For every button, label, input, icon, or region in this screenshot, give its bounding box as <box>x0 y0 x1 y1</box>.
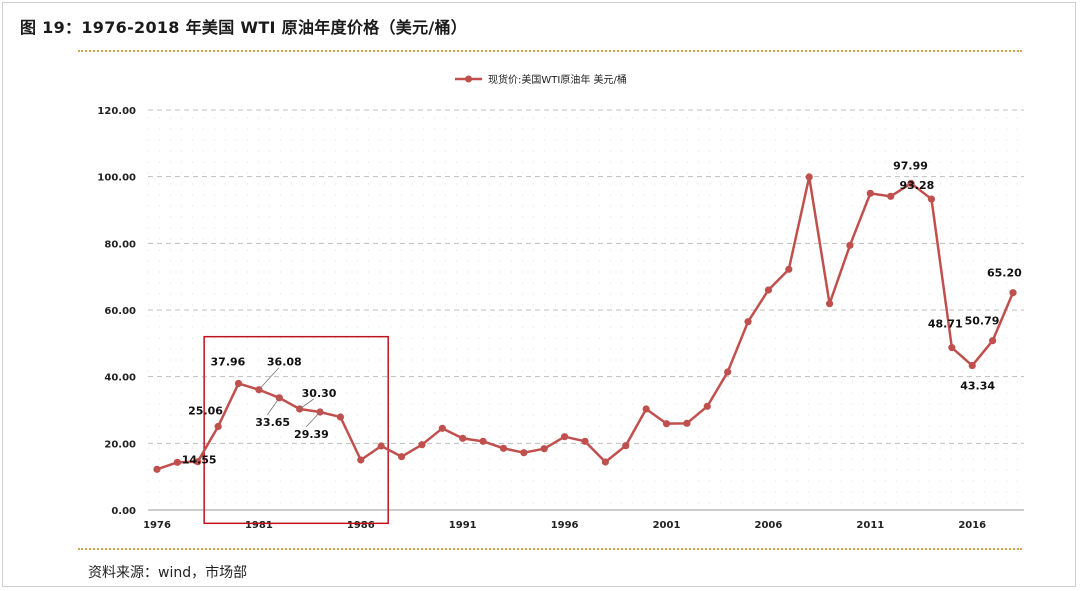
data-point <box>887 192 895 200</box>
highlight-box <box>203 335 389 525</box>
data-label: 43.34 <box>960 380 995 393</box>
x-tick-label: 1976 <box>143 520 171 531</box>
data-point <box>601 458 609 466</box>
data-label: 97.99 <box>893 159 928 172</box>
data-point <box>683 419 691 427</box>
data-point <box>459 434 467 442</box>
data-point <box>581 437 589 445</box>
plot-area-dots <box>148 117 1024 504</box>
data-point <box>418 441 426 449</box>
y-tick-label: 100.00 <box>97 173 136 184</box>
data-point <box>866 189 874 197</box>
legend: 现货价:美国WTI原油年 美元/桶 <box>455 73 627 86</box>
x-tick-label: 1981 <box>245 520 273 531</box>
data-point <box>948 344 956 352</box>
data-point <box>336 413 345 421</box>
data-point <box>520 449 528 457</box>
top-rule <box>78 50 1022 52</box>
data-point <box>153 465 161 473</box>
x-tick-label: 1996 <box>551 520 579 531</box>
data-label: 25.06 <box>188 404 223 417</box>
data-point <box>194 458 202 466</box>
legend-label: 现货价:美国WTI原油年 美元/桶 <box>488 73 627 86</box>
data-label: 14.55 <box>182 454 217 467</box>
data-point <box>377 442 385 450</box>
x-tick-label: 1991 <box>449 520 477 531</box>
data-point <box>724 368 732 376</box>
data-label-leader <box>305 411 321 428</box>
data-label: 37.96 <box>211 355 246 368</box>
data-label-leader <box>266 397 280 416</box>
data-point <box>825 300 834 308</box>
y-gridlines <box>148 109 1024 511</box>
data-point <box>642 405 650 413</box>
x-tick-label: 2006 <box>755 520 783 531</box>
legend-marker <box>465 75 472 83</box>
data-point <box>785 265 793 273</box>
data-point <box>357 456 365 464</box>
data-point <box>397 453 406 461</box>
data-label: 36.08 <box>267 356 302 369</box>
x-axis-ticks: 1976 1981 1986 1991 1996 2001 2006 2011 2016 <box>143 520 986 531</box>
data-label: 30.30 <box>302 387 337 400</box>
y-tick-label: 80.00 <box>104 239 136 250</box>
y-tick-label: 60.00 <box>104 306 136 317</box>
data-label: 93.28 <box>899 179 934 192</box>
data-point <box>561 433 569 441</box>
figure-source: 资料来源：wind，市场部 <box>88 565 248 581</box>
data-point <box>927 195 936 203</box>
data-point <box>703 402 711 410</box>
x-tick-label: 2001 <box>653 520 681 531</box>
data-point <box>764 286 773 294</box>
data-label: 48.71 <box>928 318 963 331</box>
data-point <box>499 444 508 452</box>
x-tick-label: 1986 <box>347 520 375 531</box>
y-axis-ticks: 0.00 20.00 40.00 60.00 80.00 100.00 120.00 <box>97 106 136 517</box>
data-point <box>907 179 915 187</box>
data-label: 29.39 <box>294 428 329 441</box>
data-point <box>989 337 997 345</box>
y-tick-label: 120.00 <box>97 106 136 117</box>
y-tick-label: 0.00 <box>111 506 136 517</box>
data-point <box>214 422 222 431</box>
data-point <box>622 442 630 450</box>
bottom-rule <box>78 548 1022 550</box>
data-point <box>173 458 181 466</box>
data-label: 50.79 <box>965 315 1000 328</box>
x-tick-label: 2016 <box>958 520 986 531</box>
y-tick-label: 40.00 <box>104 373 136 384</box>
data-point <box>846 241 854 249</box>
data-point <box>479 437 487 445</box>
y-tick-label: 20.00 <box>104 439 136 450</box>
x-tick-label: 2011 <box>856 520 884 531</box>
data-point <box>805 173 813 181</box>
data-point <box>1009 289 1017 297</box>
data-point <box>438 424 446 432</box>
data-label: 33.65 <box>255 416 290 429</box>
data-point <box>234 379 243 388</box>
data-label-leader <box>258 367 280 391</box>
data-point <box>540 445 548 453</box>
data-label-leader <box>299 398 314 410</box>
data-label: 65.20 <box>987 267 1022 280</box>
data-point <box>662 420 671 428</box>
data-point <box>968 361 976 370</box>
data-point <box>744 318 752 326</box>
figure-title: 图 19：1976-2018 年美国 WTI 原油年度价格（美元/桶） <box>20 18 468 37</box>
data-labels: 14.55 25.06 37.96 36.08 33.65 30.30 29.39 97.99… <box>182 159 1022 466</box>
